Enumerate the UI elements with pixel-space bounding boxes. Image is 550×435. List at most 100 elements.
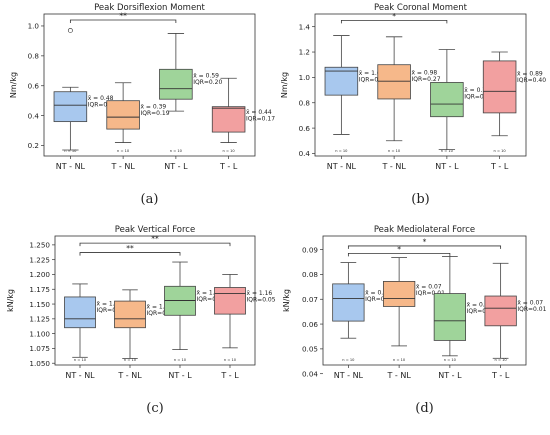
n-label: n = 10 [223,149,236,153]
chart-title: Peak Vertical Force [115,225,195,235]
significance-label: * [392,12,396,21]
box-body [483,61,516,113]
panel-label: (c) [146,401,163,416]
chart-panel: Peak Vertical Force1.0501.0751.1001.1251… [6,225,276,416]
chart-title: Peak Mediolateral Force [374,225,475,235]
y-tick-label: 1.2 [299,48,310,57]
iqr-label: IQR=0.40 [517,77,546,84]
iqr-label: IQR=0.05 [247,296,276,303]
chart-panel: Peak Dorsiflexion Moment0.20.40.60.81.0N… [9,3,275,207]
y-tick-label: 0.06 [302,320,318,329]
outlier-point [68,28,72,32]
y-tick-label: 1.0 [299,73,311,82]
x-tick-label: NT - NL [334,371,364,380]
y-tick-label: 0.07 [302,295,318,304]
iqr-label: IQR=0.19 [140,110,169,117]
x-tick-label: NT - L [435,162,459,171]
plot-frame [44,14,255,156]
y-axis-label: Nm/kg [280,72,289,98]
x-tick-label: T - L [219,162,238,171]
y-tick-label: 0.09 [302,245,318,254]
box-body [485,296,516,326]
panel-label: (a) [141,192,159,207]
y-tick-label: 1.125 [29,315,50,324]
x-tick-label: T - L [491,371,510,380]
box-body [54,92,87,122]
x-tick-label: T - L [490,162,509,171]
x-tick-label: NT - NL [327,162,357,171]
n-label: n = 10 [170,149,183,153]
box-t-l: x̄ = 0.89IQR=0.40 [483,52,546,136]
iqr-label: IQR=0.01 [517,306,546,313]
y-tick-label: 0.4 [28,111,40,120]
significance-bracket: ** [70,11,176,23]
significance-bracket: * [348,245,450,257]
significance-label: * [423,237,427,246]
y-tick-label: 0.05 [302,345,318,354]
n-label: n = 10 [342,358,355,362]
n-label: n = 10 [224,358,237,362]
box-body [378,65,411,99]
y-tick-label: 0.08 [302,270,318,279]
x-tick-label: NT - NL [56,162,86,171]
x-tick-label: NT - L [438,371,462,380]
x-tick-label: NT - L [164,162,188,171]
x-tick-label: NT - NL [65,371,95,380]
significance-bracket: ** [80,244,180,256]
y-tick-label: 0.8 [28,52,40,61]
chart-panel: Peak Mediolateral Force 0.04 0.05 0.06 0.07 0… [282,225,547,416]
iqr-label: IQR=0.17 [246,115,275,122]
n-label: n = 10 [388,149,401,153]
y-tick-label: 1.250 [29,241,50,250]
significance-bracket: * [341,12,447,24]
y-tick-label: 1.200 [29,270,50,279]
y-axis-label: Nm/kg [9,72,18,98]
y-tick-label: 0.8 [299,98,311,107]
panel-label: (d) [415,401,433,416]
significance-label: ** [119,11,127,20]
box-body [431,82,464,116]
y-tick-label: 1.100 [29,329,50,338]
n-label: n = 10 [393,358,406,362]
chart-title: Peak Dorsiflexion Moment [94,3,205,13]
box-body [115,301,146,328]
y-tick-label: 0.6 [299,124,311,133]
y-tick-label: 1.0 [28,22,40,31]
box-body [434,294,465,341]
chart-title: Peak Coronal Moment [374,3,468,13]
box-body [65,297,96,328]
y-tick-label: 0.4 [299,149,311,158]
n-label: n = 10 [117,149,130,153]
box-body [215,287,246,314]
x-tick-label: NT - L [168,371,192,380]
box-nt-l: x̄ = 0.59IQR=0.20 [160,33,223,111]
x-tick-label: T - NL [386,371,411,380]
y-tick-label: 1.050 [29,359,50,368]
n-label: n = 10 [444,358,457,362]
n-label: n = 10 [74,358,87,362]
x-tick-label: T - NL [110,162,135,171]
iqr-label: IQR=0.20 [193,79,222,86]
y-axis-label: kN/kg [6,289,15,312]
significance-bracket: * [348,237,500,249]
chart-panel: Peak Coronal Moment0.40.60.81.01.21.4Nm/… [280,3,546,207]
box-body [383,281,414,306]
x-tick-label: T - NL [117,371,142,380]
n-label: n = 10 [174,358,187,362]
box-body [212,107,245,132]
box-body [333,284,364,321]
iqr-label: IQR=0.27 [411,76,440,83]
y-tick-label: 1.175 [29,285,50,294]
x-tick-label: T - NL [381,162,406,171]
significance-label: ** [151,235,159,244]
box-body [107,101,140,129]
y-tick-label: 1.150 [29,300,50,309]
significance-label: ** [126,244,134,253]
n-label: n = 10 [494,149,507,153]
x-tick-label: T - L [220,371,239,380]
